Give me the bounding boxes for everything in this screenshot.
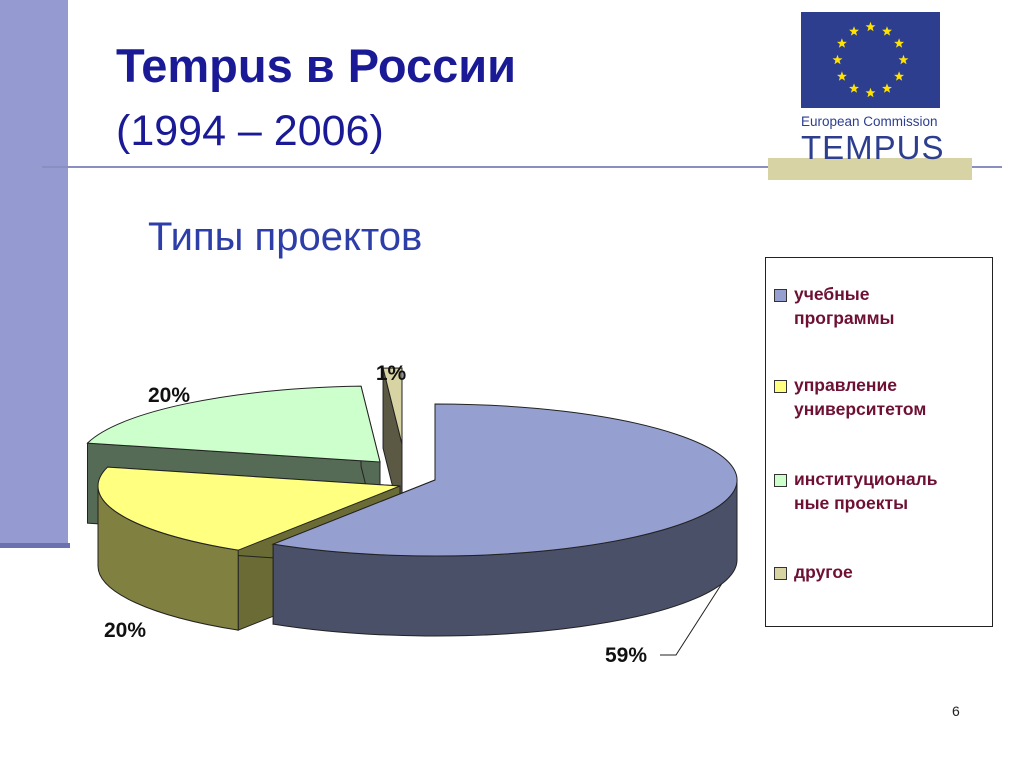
pie-data-label: 20% (104, 619, 146, 642)
page-number: 6 (952, 703, 960, 719)
legend-label-line: институциональ (794, 469, 938, 489)
pie-slice (271, 403, 738, 637)
legend-label-line: другое (794, 562, 853, 582)
legend-label: управление университетом (794, 373, 994, 421)
left-accent-bar (0, 0, 68, 548)
legend-label: другое (794, 560, 994, 584)
pie-data-label: 59% (605, 644, 647, 667)
eu-star-icon (898, 54, 909, 65)
eu-star-icon (849, 83, 859, 93)
legend-swatch (774, 289, 787, 302)
eu-star-icon (849, 26, 859, 36)
eu-star-icon (894, 71, 905, 81)
eu-star-icon (894, 38, 905, 48)
legend-label-line: ные проекты (794, 493, 909, 513)
left-accent-bar-edge (0, 543, 70, 548)
slide-subtitle: (1994 – 2006) (116, 107, 384, 155)
legend-swatch (774, 380, 787, 393)
logo-program-text: TEMPUS (801, 129, 945, 166)
title-divider (42, 166, 1002, 168)
pie-data-label: 20% (148, 384, 190, 407)
eu-star-icon (832, 54, 843, 65)
eu-star-icon (882, 26, 892, 36)
legend-label-line: университетом (794, 399, 927, 419)
eu-flag-icon (801, 12, 940, 108)
legend-label: учебные программы (794, 282, 994, 330)
legend-label-line: управление (794, 375, 897, 395)
pie-data-label: 1% (376, 362, 407, 385)
logo-org-text: European Commission (801, 114, 938, 129)
eu-star-icon (865, 87, 876, 98)
legend-label-line: программы (794, 308, 895, 328)
chart-heading: Типы проектов (148, 215, 423, 259)
legend-label: институциональ ные проекты (794, 467, 994, 515)
legend-swatch (774, 567, 787, 580)
eu-star-icon (836, 71, 847, 81)
pie-chart: 59% 20% 20% 1% (86, 362, 738, 667)
chart-legend: учебные программы управление университет… (765, 257, 993, 627)
eu-star-icon (865, 21, 876, 32)
logo-band (768, 158, 972, 180)
eu-star-icon (836, 38, 847, 48)
tempus-logo: European Commission TEMPUS (768, 10, 974, 180)
legend-label-line: учебные (794, 284, 870, 304)
legend-swatch (774, 474, 787, 487)
slide-title: Tempus в России (116, 39, 517, 92)
eu-stars-icon (832, 21, 909, 98)
eu-star-icon (882, 83, 892, 93)
pie-leader-line (660, 583, 723, 656)
